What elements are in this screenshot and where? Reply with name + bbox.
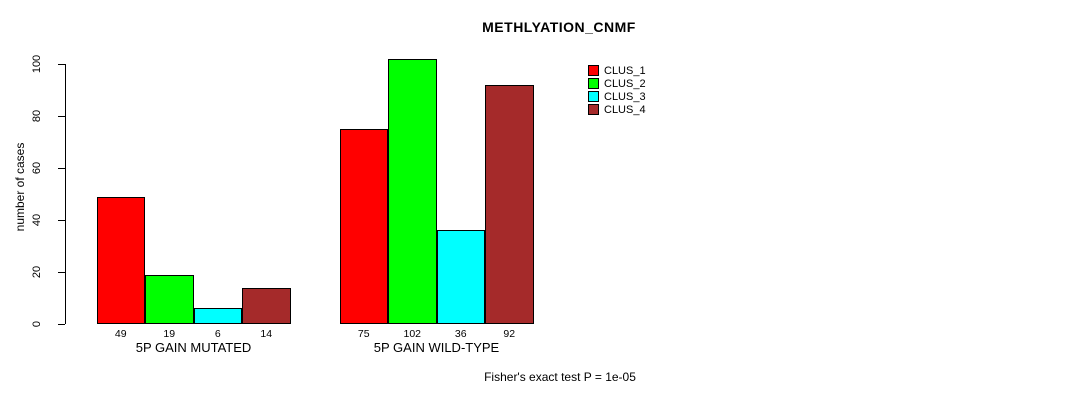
y-tick-label: 100 — [31, 54, 43, 74]
bar-value-label: 102 — [403, 328, 422, 340]
y-tick-mark — [58, 64, 65, 65]
legend-label: CLUS_3 — [604, 90, 646, 103]
bar-value-label: 36 — [454, 328, 467, 340]
bar-value-label: 6 — [214, 328, 221, 340]
legend: CLUS_1 CLUS_2 CLUS_3 CLUS_4 — [588, 64, 646, 116]
legend-swatch — [588, 91, 599, 102]
bar-clus_4-group-2 — [485, 84, 534, 324]
bar-clus_2-group-2 — [388, 58, 437, 324]
y-tick-mark — [58, 272, 65, 273]
y-tick-label: 0 — [31, 320, 43, 328]
legend-label: CLUS_2 — [604, 77, 646, 90]
footer-annotation: Fisher's exact test P = 1e-05 — [484, 370, 636, 384]
legend-item: CLUS_4 — [588, 103, 646, 116]
chart-title: METHLYATION_CNMF — [482, 19, 636, 35]
y-tick-mark — [58, 220, 65, 221]
y-tick-mark — [58, 168, 65, 169]
bar-clus_1-group-2 — [339, 129, 388, 324]
legend-swatch — [588, 104, 599, 115]
bar-clus_1-group-1 — [96, 196, 145, 324]
bar-clus_3-group-2 — [436, 230, 485, 324]
legend-item: CLUS_3 — [588, 90, 646, 103]
bar-clus_2-group-1 — [145, 274, 194, 324]
bar-value-label: 19 — [163, 328, 176, 340]
y-tick-label: 80 — [31, 109, 43, 123]
category-label: 5P GAIN MUTATED — [135, 340, 252, 355]
bar-value-label: 75 — [357, 328, 370, 340]
bar-value-label: 92 — [503, 328, 516, 340]
legend-item: CLUS_2 — [588, 77, 646, 90]
y-tick-label: 20 — [31, 265, 43, 279]
bar-clus_4-group-1 — [242, 287, 291, 324]
y-axis-line — [65, 64, 66, 324]
y-tick-label: 40 — [31, 213, 43, 227]
legend-label: CLUS_4 — [604, 103, 646, 116]
y-tick-mark — [58, 324, 65, 325]
y-tick-mark — [58, 116, 65, 117]
legend-swatch — [588, 78, 599, 89]
y-tick-label: 60 — [31, 161, 43, 175]
legend-item: CLUS_1 — [588, 64, 646, 77]
bar-clus_3-group-1 — [193, 308, 242, 324]
bar-value-label: 14 — [260, 328, 273, 340]
bar-value-label: 49 — [114, 328, 127, 340]
legend-swatch — [588, 65, 599, 76]
legend-label: CLUS_1 — [604, 64, 646, 77]
category-label: 5P GAIN WILD-TYPE — [373, 340, 500, 355]
